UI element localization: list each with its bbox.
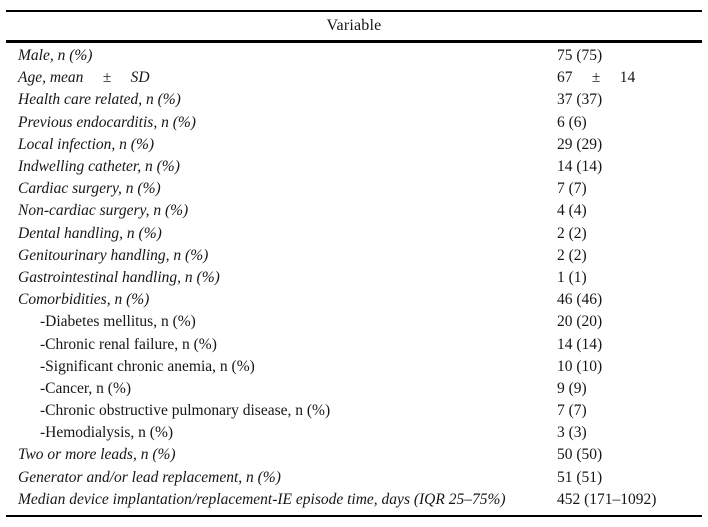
table-row: -Diabetes mellitus, n (%) 20 (20) [6, 311, 702, 333]
row-value: 452 (171–1092) [557, 490, 657, 508]
table-row: Median device implantation/replacement-I… [6, 489, 702, 511]
table-row: Health care related, n (%) 37 (37) [6, 89, 702, 111]
row-value: 67 ± 14 [557, 69, 636, 87]
row-label: Two or more leads, n (%) [18, 446, 176, 464]
row-value: 37 (37) [557, 91, 603, 109]
table-row: Indwelling catheter, n (%) 14 (14) [6, 156, 702, 178]
row-value: 7 (7) [557, 180, 587, 198]
table-row: -Chronic renal failure, n (%) 14 (14) [6, 333, 702, 355]
table-row: Gastrointestinal handling, n (%) 1 (1) [6, 267, 702, 289]
table-row: Comorbidities, n (%) 46 (46) [6, 289, 702, 311]
table-row: -Chronic obstructive pulmonary disease, … [6, 400, 702, 422]
row-label: Non-cardiac surgery, n (%) [18, 202, 189, 220]
row-value: 2 (2) [557, 224, 587, 242]
table-row: Male, n (%) 75 (75) [6, 45, 702, 67]
row-label: Dental handling, n (%) [18, 224, 162, 242]
row-value: 51 (51) [557, 468, 603, 486]
row-value: 20 (20) [557, 313, 603, 331]
table-row: Generator and/or lead replacement, n (%)… [6, 467, 702, 489]
row-label: Previous endocarditis, n (%) [18, 113, 196, 131]
row-label: -Chronic obstructive pulmonary disease, … [40, 402, 331, 420]
row-label: -Hemodialysis, n (%) [40, 424, 174, 442]
row-value: 75 (75) [557, 47, 603, 65]
row-label: Generator and/or lead replacement, n (%) [18, 468, 281, 486]
table-header-row: Variable [6, 10, 702, 43]
row-value: 14 (14) [557, 335, 603, 353]
table-row: Local infection, n (%) 29 (29) [6, 134, 702, 156]
row-value: 3 (3) [557, 424, 587, 442]
table-row: -Hemodialysis, n (%) 3 (3) [6, 422, 702, 444]
row-label: -Significant chronic anemia, n (%) [40, 357, 255, 375]
row-label: Genitourinary handling, n (%) [18, 246, 209, 264]
row-value: 14 (14) [557, 158, 603, 176]
table-row: -Cancer, n (%) 9 (9) [6, 378, 702, 400]
row-value: 29 (29) [557, 135, 603, 153]
patient-characteristics-table: Variable Male, n (%) 75 (75) Age, mean ± S… [6, 10, 702, 517]
row-label: Median device implantation/replacement-I… [18, 490, 506, 508]
row-label: Cardiac surgery, n (%) [18, 180, 161, 198]
row-label: Male, n (%) [18, 47, 93, 65]
table-row: Genitourinary handling, n (%) 2 (2) [6, 245, 702, 267]
table-row: Two or more leads, n (%) 50 (50) [6, 444, 702, 466]
row-value: 50 (50) [557, 446, 603, 464]
table-row: Dental handling, n (%) 2 (2) [6, 223, 702, 245]
row-label: -Chronic renal failure, n (%) [40, 335, 217, 353]
row-label: -Cancer, n (%) [40, 379, 132, 397]
row-label: Comorbidities, n (%) [18, 291, 150, 309]
table-body: Male, n (%) 75 (75) Age, mean ± SD 67 ± 14 H… [6, 43, 702, 517]
row-value: 46 (46) [557, 291, 603, 309]
row-label: Indwelling catheter, n (%) [18, 158, 180, 176]
row-label: Gastrointestinal handling, n (%) [18, 268, 220, 286]
row-value: 2 (2) [557, 246, 587, 264]
table-row: Age, mean ± SD 67 ± 14 [6, 67, 702, 89]
row-value: 6 (6) [557, 113, 587, 131]
table-row: Previous endocarditis, n (%) 6 (6) [6, 112, 702, 134]
row-value: 1 (1) [557, 268, 587, 286]
row-value: 4 (4) [557, 202, 587, 220]
row-label: Health care related, n (%) [18, 91, 181, 109]
row-label: Local infection, n (%) [18, 135, 155, 153]
row-value: 9 (9) [557, 379, 587, 397]
table-row: -Significant chronic anemia, n (%) 10 (10… [6, 356, 702, 378]
row-label: Age, mean ± SD [18, 69, 150, 87]
table-row: Cardiac surgery, n (%) 7 (7) [6, 178, 702, 200]
table-header-variable: Variable [326, 17, 382, 34]
row-value: 7 (7) [557, 402, 587, 420]
row-value: 10 (10) [557, 357, 603, 375]
row-label: -Diabetes mellitus, n (%) [40, 313, 196, 331]
table-row: Non-cardiac surgery, n (%) 4 (4) [6, 200, 702, 222]
